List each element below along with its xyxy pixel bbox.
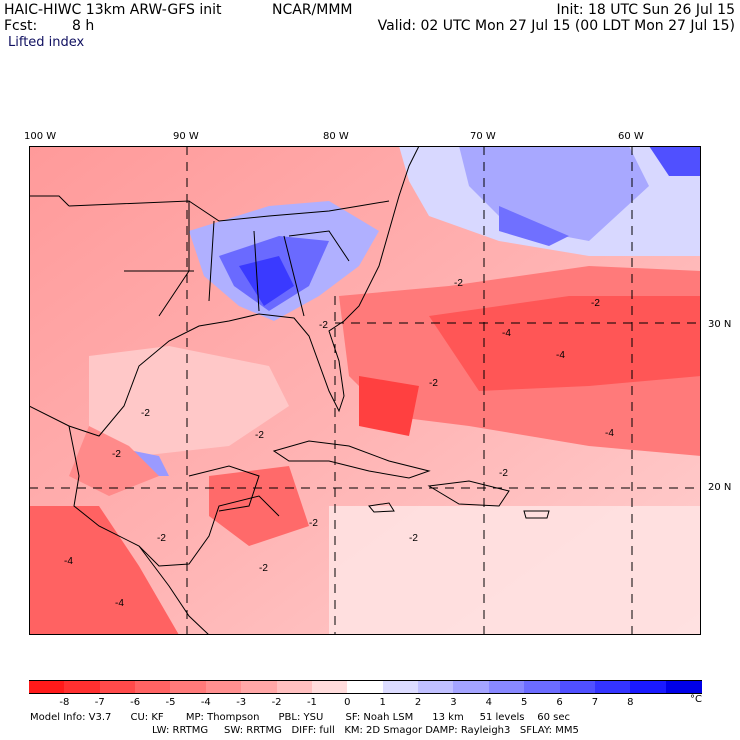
hispaniola [427, 480, 510, 507]
colorbar-tick-label: 3 [450, 697, 457, 708]
contour-label: -2 [259, 563, 268, 574]
map-frame [29, 146, 701, 635]
colorbar-swatch [453, 680, 490, 694]
state-border-6 [283, 235, 305, 317]
colorbar-tick-label: 4 [485, 697, 492, 708]
lat-label-30n: 30 N [708, 319, 732, 330]
contour-label: -2 [429, 378, 438, 389]
colorbar-swatch [311, 680, 348, 694]
colorbar-swatch [347, 680, 384, 694]
colorbar-tick-label: -8 [59, 697, 70, 708]
colorbar-swatch [665, 680, 702, 694]
colorbar-tick-label: -7 [94, 697, 105, 708]
contour-label: -4 [502, 328, 511, 339]
contour-label: -2 [141, 408, 150, 419]
colorbar-swatch [488, 680, 525, 694]
fcst-value: 8 h [72, 18, 95, 34]
colorbar-tick-label: 7 [591, 697, 599, 708]
colorbar-swatch [205, 680, 242, 694]
colorbar-swatch [418, 680, 455, 694]
model-title: HAIC-HIWC 13km ARW-GFS init [4, 2, 222, 18]
contour-label: -4 [556, 350, 565, 361]
contour-label: -2 [499, 468, 508, 479]
colorbar-swatch [135, 680, 172, 694]
model-info-line1: Model Info: V3.7 CU: KF MP: Thompson PBL… [30, 712, 570, 723]
contour-label: -4 [605, 428, 614, 439]
lat-label-20n: 20 N [708, 482, 732, 493]
state-border-4 [208, 220, 215, 302]
yucatan [188, 465, 260, 512]
colorbar-tick-label: -3 [236, 697, 247, 708]
colorbar-swatch [630, 680, 667, 694]
valid-time: Valid: 02 UTC Mon 27 Jul 15 (00 LDT Mon … [377, 18, 735, 34]
lon-label-90w: 90 W [173, 131, 199, 142]
colorbar-tick-label: -2 [271, 697, 282, 708]
colorbar-tick-label: 2 [414, 697, 422, 708]
lon-label-60w: 60 W [618, 131, 644, 142]
lon-label-70w: 70 W [470, 131, 496, 142]
contour-label: -2 [255, 430, 264, 441]
colorbar-swatch [170, 680, 207, 694]
contour-label: -2 [319, 320, 328, 331]
model-info-line2: LW: RRTMG SW: RRTMG DIFF: full KM: 2D Sm… [152, 725, 579, 736]
mexico-coast [68, 425, 280, 567]
colorbar-tick-label: 5 [520, 697, 528, 708]
colorbar-swatch [594, 680, 631, 694]
colorbar-swatch [382, 680, 419, 694]
central-america [138, 545, 210, 635]
contour-label: -2 [309, 518, 318, 529]
state-border-8 [29, 195, 70, 207]
contour-label: -2 [591, 298, 600, 309]
jamaica [368, 502, 395, 513]
colorbar-tick-label: 0 [344, 697, 351, 708]
us-gulf-coast [29, 146, 420, 437]
colorbar-swatch [276, 680, 313, 694]
colorbar-tick-label: 1 [379, 697, 386, 708]
colorbar-swatch [99, 680, 136, 694]
field-name: Lifted index [8, 35, 85, 50]
lifted-index-map: -2 -2 -2 -4 -4 -2 -2 -2 -4 -2 -2 -2 -2 -… [29, 146, 701, 635]
org-label: NCAR/MMM [272, 2, 353, 18]
contour-label: -2 [157, 533, 166, 544]
colorbar-swatch [241, 680, 278, 694]
lon-label-100w: 100 W [24, 131, 57, 142]
colorbar-tick-label: -4 [200, 697, 211, 708]
colorbar-tick-label: 6 [556, 697, 563, 708]
puerto-rico [523, 510, 550, 519]
colorbar-swatch [64, 680, 101, 694]
fcst-label: Fcst: [4, 18, 38, 34]
colorbar-tick-label: 8 [627, 697, 634, 708]
colorbar-swatch [29, 680, 65, 694]
contour-label: -2 [454, 278, 463, 289]
lon-label-80w: 80 W [323, 131, 349, 142]
colorbar-tick-label: -5 [165, 697, 176, 708]
cuba [272, 440, 431, 479]
contour-label: -2 [409, 533, 418, 544]
colorbar-swatch [524, 680, 561, 694]
contour-label: -4 [115, 598, 124, 609]
state-border-5 [253, 230, 260, 312]
colorbar-tick-label: -1 [306, 697, 317, 708]
colorbar-tick-label: -6 [130, 697, 141, 708]
colorbar-unit: °C [690, 694, 702, 705]
state-border-7 [288, 230, 350, 262]
init-time: Init: 18 UTC Sun 26 Jul 15 [556, 2, 735, 18]
colorbar-swatch [559, 680, 596, 694]
state-border-3 [188, 200, 390, 222]
contour-label: -2 [112, 449, 121, 460]
contour-label: -4 [64, 556, 73, 567]
